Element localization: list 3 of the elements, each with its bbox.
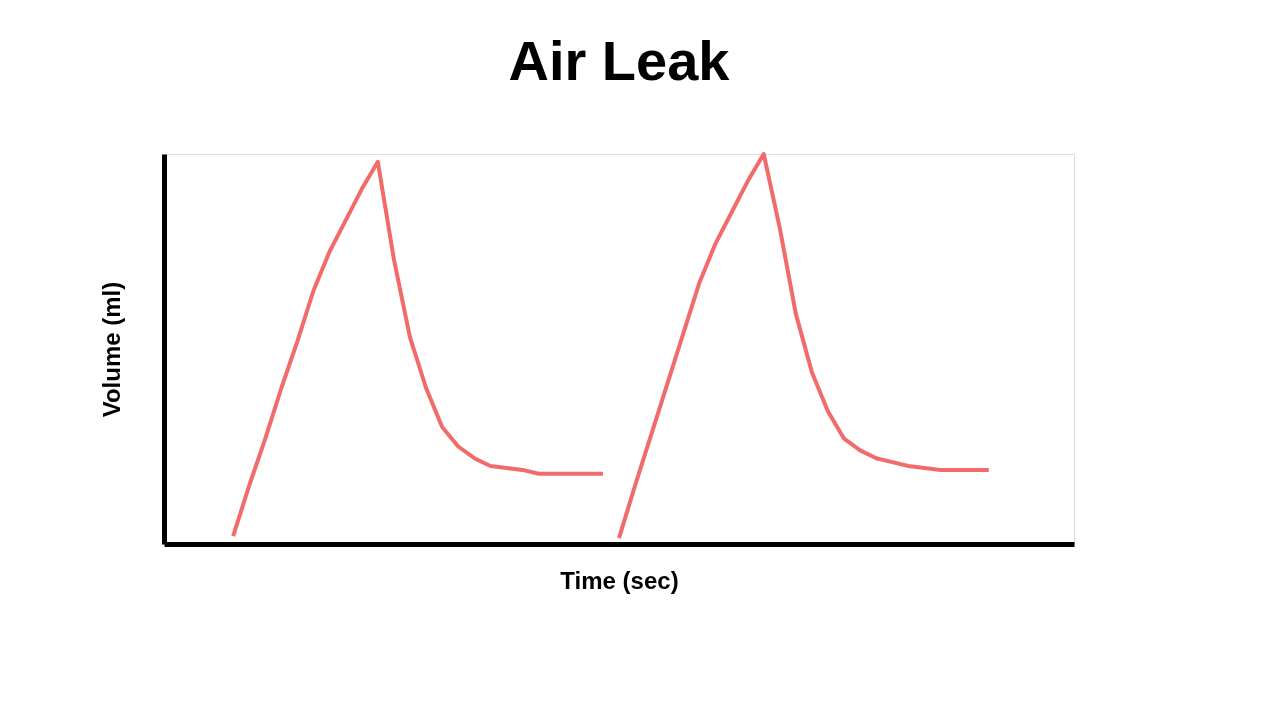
x-axis-title: Time (sec) (560, 566, 679, 594)
y-axis-title: Volume (ml) (97, 281, 125, 418)
chart-title: Air Leak (508, 29, 731, 92)
